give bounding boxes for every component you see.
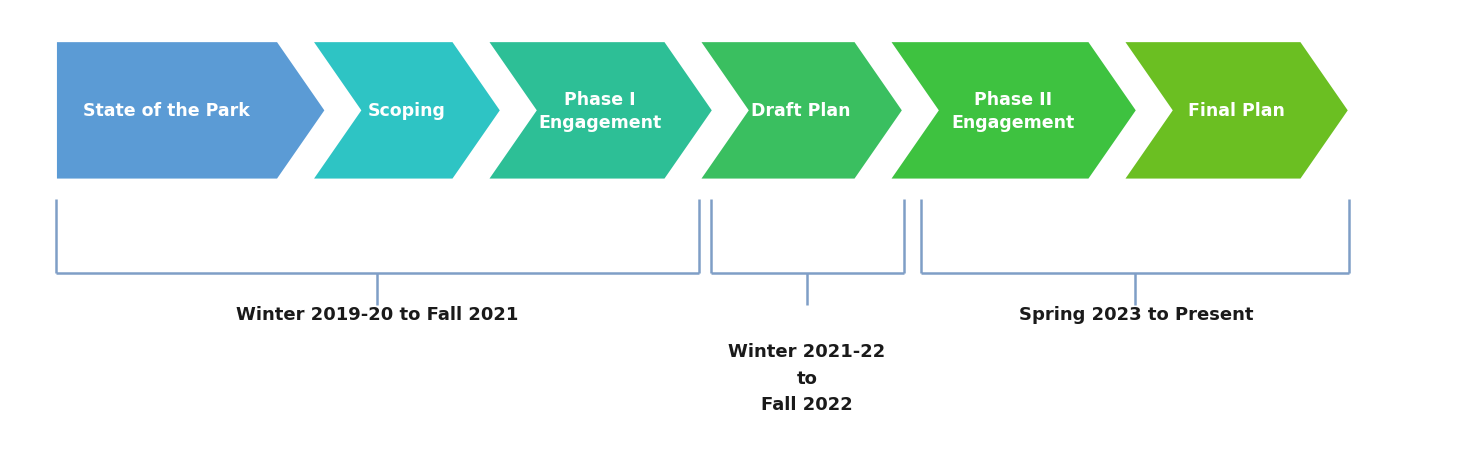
- Polygon shape: [1123, 42, 1349, 181]
- Polygon shape: [56, 42, 326, 181]
- Text: Winter 2019-20 to Fall 2021: Winter 2019-20 to Fall 2021: [235, 306, 519, 324]
- Text: Winter 2021-22
to
Fall 2022: Winter 2021-22 to Fall 2022: [728, 343, 886, 413]
- Text: Phase I
Engagement: Phase I Engagement: [538, 90, 662, 132]
- Polygon shape: [699, 42, 904, 181]
- Text: Draft Plan: Draft Plan: [751, 102, 851, 120]
- Text: Phase II
Engagement: Phase II Engagement: [952, 90, 1075, 132]
- Polygon shape: [889, 42, 1137, 181]
- Text: Scoping: Scoping: [367, 102, 446, 120]
- Polygon shape: [311, 42, 501, 181]
- Text: Final Plan: Final Plan: [1187, 102, 1285, 120]
- Text: State of the Park: State of the Park: [83, 102, 250, 120]
- Polygon shape: [487, 42, 713, 181]
- Text: Spring 2023 to Present: Spring 2023 to Present: [1019, 306, 1253, 324]
